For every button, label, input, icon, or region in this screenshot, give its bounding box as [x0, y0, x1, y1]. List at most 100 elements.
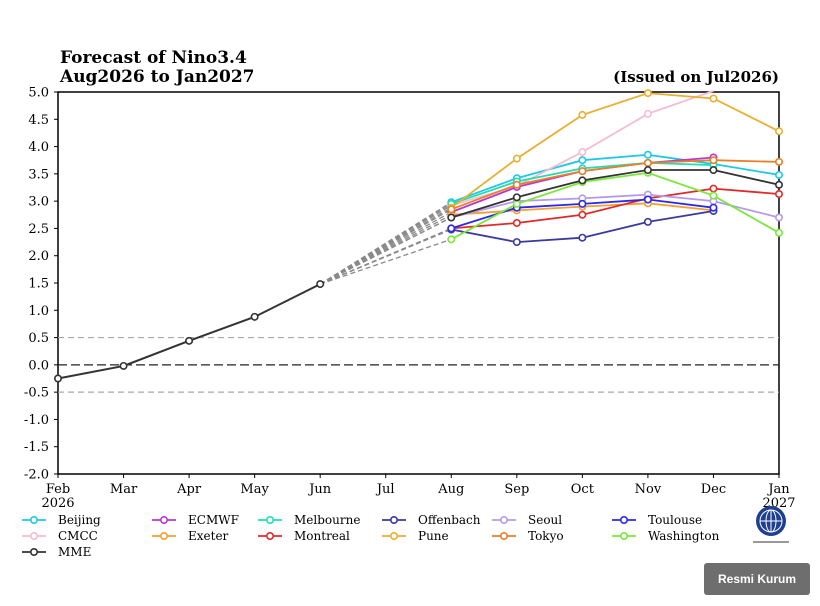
legend-marker	[499, 531, 508, 540]
x-tick-label: Jun	[307, 482, 332, 497]
y-tick-label: 2.5	[28, 222, 49, 237]
legend-marker	[499, 515, 508, 524]
x-tick-label: Mar	[110, 482, 138, 497]
chart-title-line1: Forecast of Nino3.4	[60, 48, 247, 68]
legend-entry: Toulouse	[648, 513, 702, 527]
x-tick-label: Jan	[766, 482, 790, 497]
series-point	[709, 184, 718, 193]
y-tick-label: 4.5	[28, 113, 49, 128]
x-tick-label: Feb	[46, 482, 70, 497]
series-point	[643, 217, 652, 226]
series-point	[578, 167, 587, 176]
y-tick-label: 1.0	[28, 304, 49, 319]
y-tick-label: 2.0	[28, 249, 49, 264]
series-line	[451, 193, 780, 219]
series-point	[447, 213, 456, 222]
x-tick-label: Jul	[375, 482, 395, 497]
legend-marker	[389, 515, 398, 524]
series-point	[709, 191, 718, 200]
series-point	[709, 203, 718, 212]
series-point	[643, 109, 652, 118]
y-tick-label: 0.5	[28, 331, 49, 346]
legend-marker	[389, 531, 398, 540]
observed-point	[316, 280, 325, 289]
series-point	[578, 148, 587, 157]
connector-line	[319, 238, 452, 285]
observed-point	[185, 336, 194, 345]
legend-marker	[160, 515, 169, 524]
x-tick-label: Dec	[701, 482, 726, 497]
series-line	[450, 153, 780, 204]
legend-entry: CMCC	[58, 529, 98, 543]
legend-entry: Pune	[418, 529, 449, 543]
series-point	[447, 235, 456, 244]
series-line	[450, 159, 780, 211]
legend-marker	[29, 547, 38, 556]
series-point	[643, 195, 652, 204]
legend-marker	[29, 515, 38, 524]
legend-entry: Exeter	[188, 529, 229, 543]
series-point	[578, 176, 587, 185]
series-point	[512, 218, 521, 227]
legend-marker	[265, 515, 274, 524]
series-point	[774, 127, 783, 136]
wmo-logo	[753, 506, 789, 543]
series-point	[643, 158, 652, 167]
series-point	[709, 156, 718, 165]
series-line	[450, 92, 780, 209]
series-point	[709, 166, 718, 175]
series-point	[578, 110, 587, 119]
series-point	[774, 213, 783, 222]
series-line	[451, 187, 780, 230]
series-point	[774, 157, 783, 166]
y-tick-label: -1.0	[24, 413, 49, 428]
x-tick-label: May	[240, 482, 269, 497]
legend-marker	[29, 531, 38, 540]
official-source-badge: Resmi Kurum	[704, 563, 810, 595]
legend-entry: Seoul	[528, 513, 562, 527]
series-line	[450, 171, 780, 241]
series-point	[447, 224, 456, 233]
x-tick-label: Nov	[635, 482, 662, 497]
y-tick-label: 4.0	[28, 140, 49, 155]
legend-entry: Tokyo	[528, 529, 564, 543]
legend-entry: MME	[58, 545, 91, 559]
series-point	[578, 199, 587, 208]
x-tick-label: Apr	[176, 482, 202, 497]
series-point	[578, 233, 587, 242]
series-point	[512, 199, 521, 208]
legend-marker	[265, 531, 274, 540]
series-point	[774, 228, 783, 237]
legend-entry: Beijing	[58, 513, 101, 527]
y-tick-label: -1.5	[24, 440, 49, 455]
series-point	[512, 193, 521, 202]
y-tick-label: 1.5	[28, 277, 49, 292]
series-point	[578, 210, 587, 219]
legend-marker	[619, 515, 628, 524]
series-point	[774, 170, 783, 179]
series-line	[451, 169, 780, 219]
y-tick-label: 3.0	[28, 195, 49, 210]
connector-line	[319, 216, 452, 285]
series-point	[512, 180, 521, 189]
x-tick-label: Sep	[504, 482, 529, 497]
observed-point	[53, 374, 62, 383]
series-point	[578, 156, 587, 165]
y-tick-label: 5.0	[28, 86, 49, 101]
x-year-start: 2026	[41, 496, 74, 511]
x-tick-label: Aug	[437, 482, 464, 497]
x-tick-label: Oct	[571, 482, 595, 497]
series-point	[774, 190, 783, 199]
series-point	[512, 154, 521, 163]
observed-point	[250, 312, 259, 321]
y-tick-label: -0.5	[24, 386, 49, 401]
connector-line	[319, 208, 452, 285]
series-point	[774, 180, 783, 189]
observed-point	[119, 361, 128, 370]
series-point	[643, 166, 652, 175]
legend-entry: Offenbach	[418, 513, 481, 527]
legend-marker	[160, 531, 169, 540]
series-point	[643, 150, 652, 159]
series-point	[709, 94, 718, 103]
